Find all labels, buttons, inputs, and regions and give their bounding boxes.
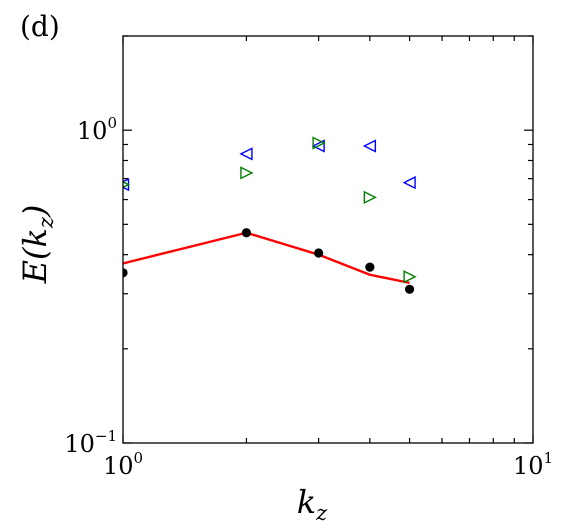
data-point-circle [123,268,128,278]
y-axis-label: E(kz) [16,205,58,285]
plot-content [123,136,417,294]
data-point-triangle-left [311,139,325,153]
y-tick-label-exp: −1 [95,427,117,445]
data-point-triangle-right [403,270,417,284]
plot-area [123,136,417,294]
x-tick-label: 100 [103,449,143,480]
x-tick-label-exp: 1 [544,449,554,467]
y-tick-label: 10−1 [64,427,117,458]
data-point-triangle-right [312,136,326,150]
data-point-triangle-left [402,175,416,190]
panel-label: (d) [20,10,60,43]
x-axis-label: kz [297,483,328,525]
y-axis-label-sub: z [34,216,58,229]
data-point-triangle-left [239,147,253,161]
x-tick-label: 101 [513,449,553,480]
x-tick-label-base: 10 [513,452,544,480]
y-tick-label-base: 10 [64,430,95,458]
y-axis-label-close: ) [16,205,54,218]
data-point-circle [404,284,415,294]
data-point-circle [241,228,252,238]
model-line [123,231,410,285]
data-point-triangle-right [240,166,254,180]
x-tick-label-exp: 0 [134,449,144,467]
data-point-circle [365,262,375,272]
y-tick-label-base: 10 [77,117,108,145]
data-point-circle [314,248,324,258]
plot-frame [122,35,534,444]
y-tick-label: 100 [77,114,117,145]
y-tick-label-exp: 0 [107,114,117,132]
data-point-triangle-left [362,139,377,153]
y-axis-label-base: k [16,228,54,247]
axis-ticks [122,35,534,444]
y-axis-label-func: E( [16,246,54,284]
data-point-triangle-right [363,190,377,204]
x-axis-label-base: k [297,483,316,521]
x-tick-label-base: 10 [103,452,134,480]
x-axis-label-sub: z [315,501,328,525]
